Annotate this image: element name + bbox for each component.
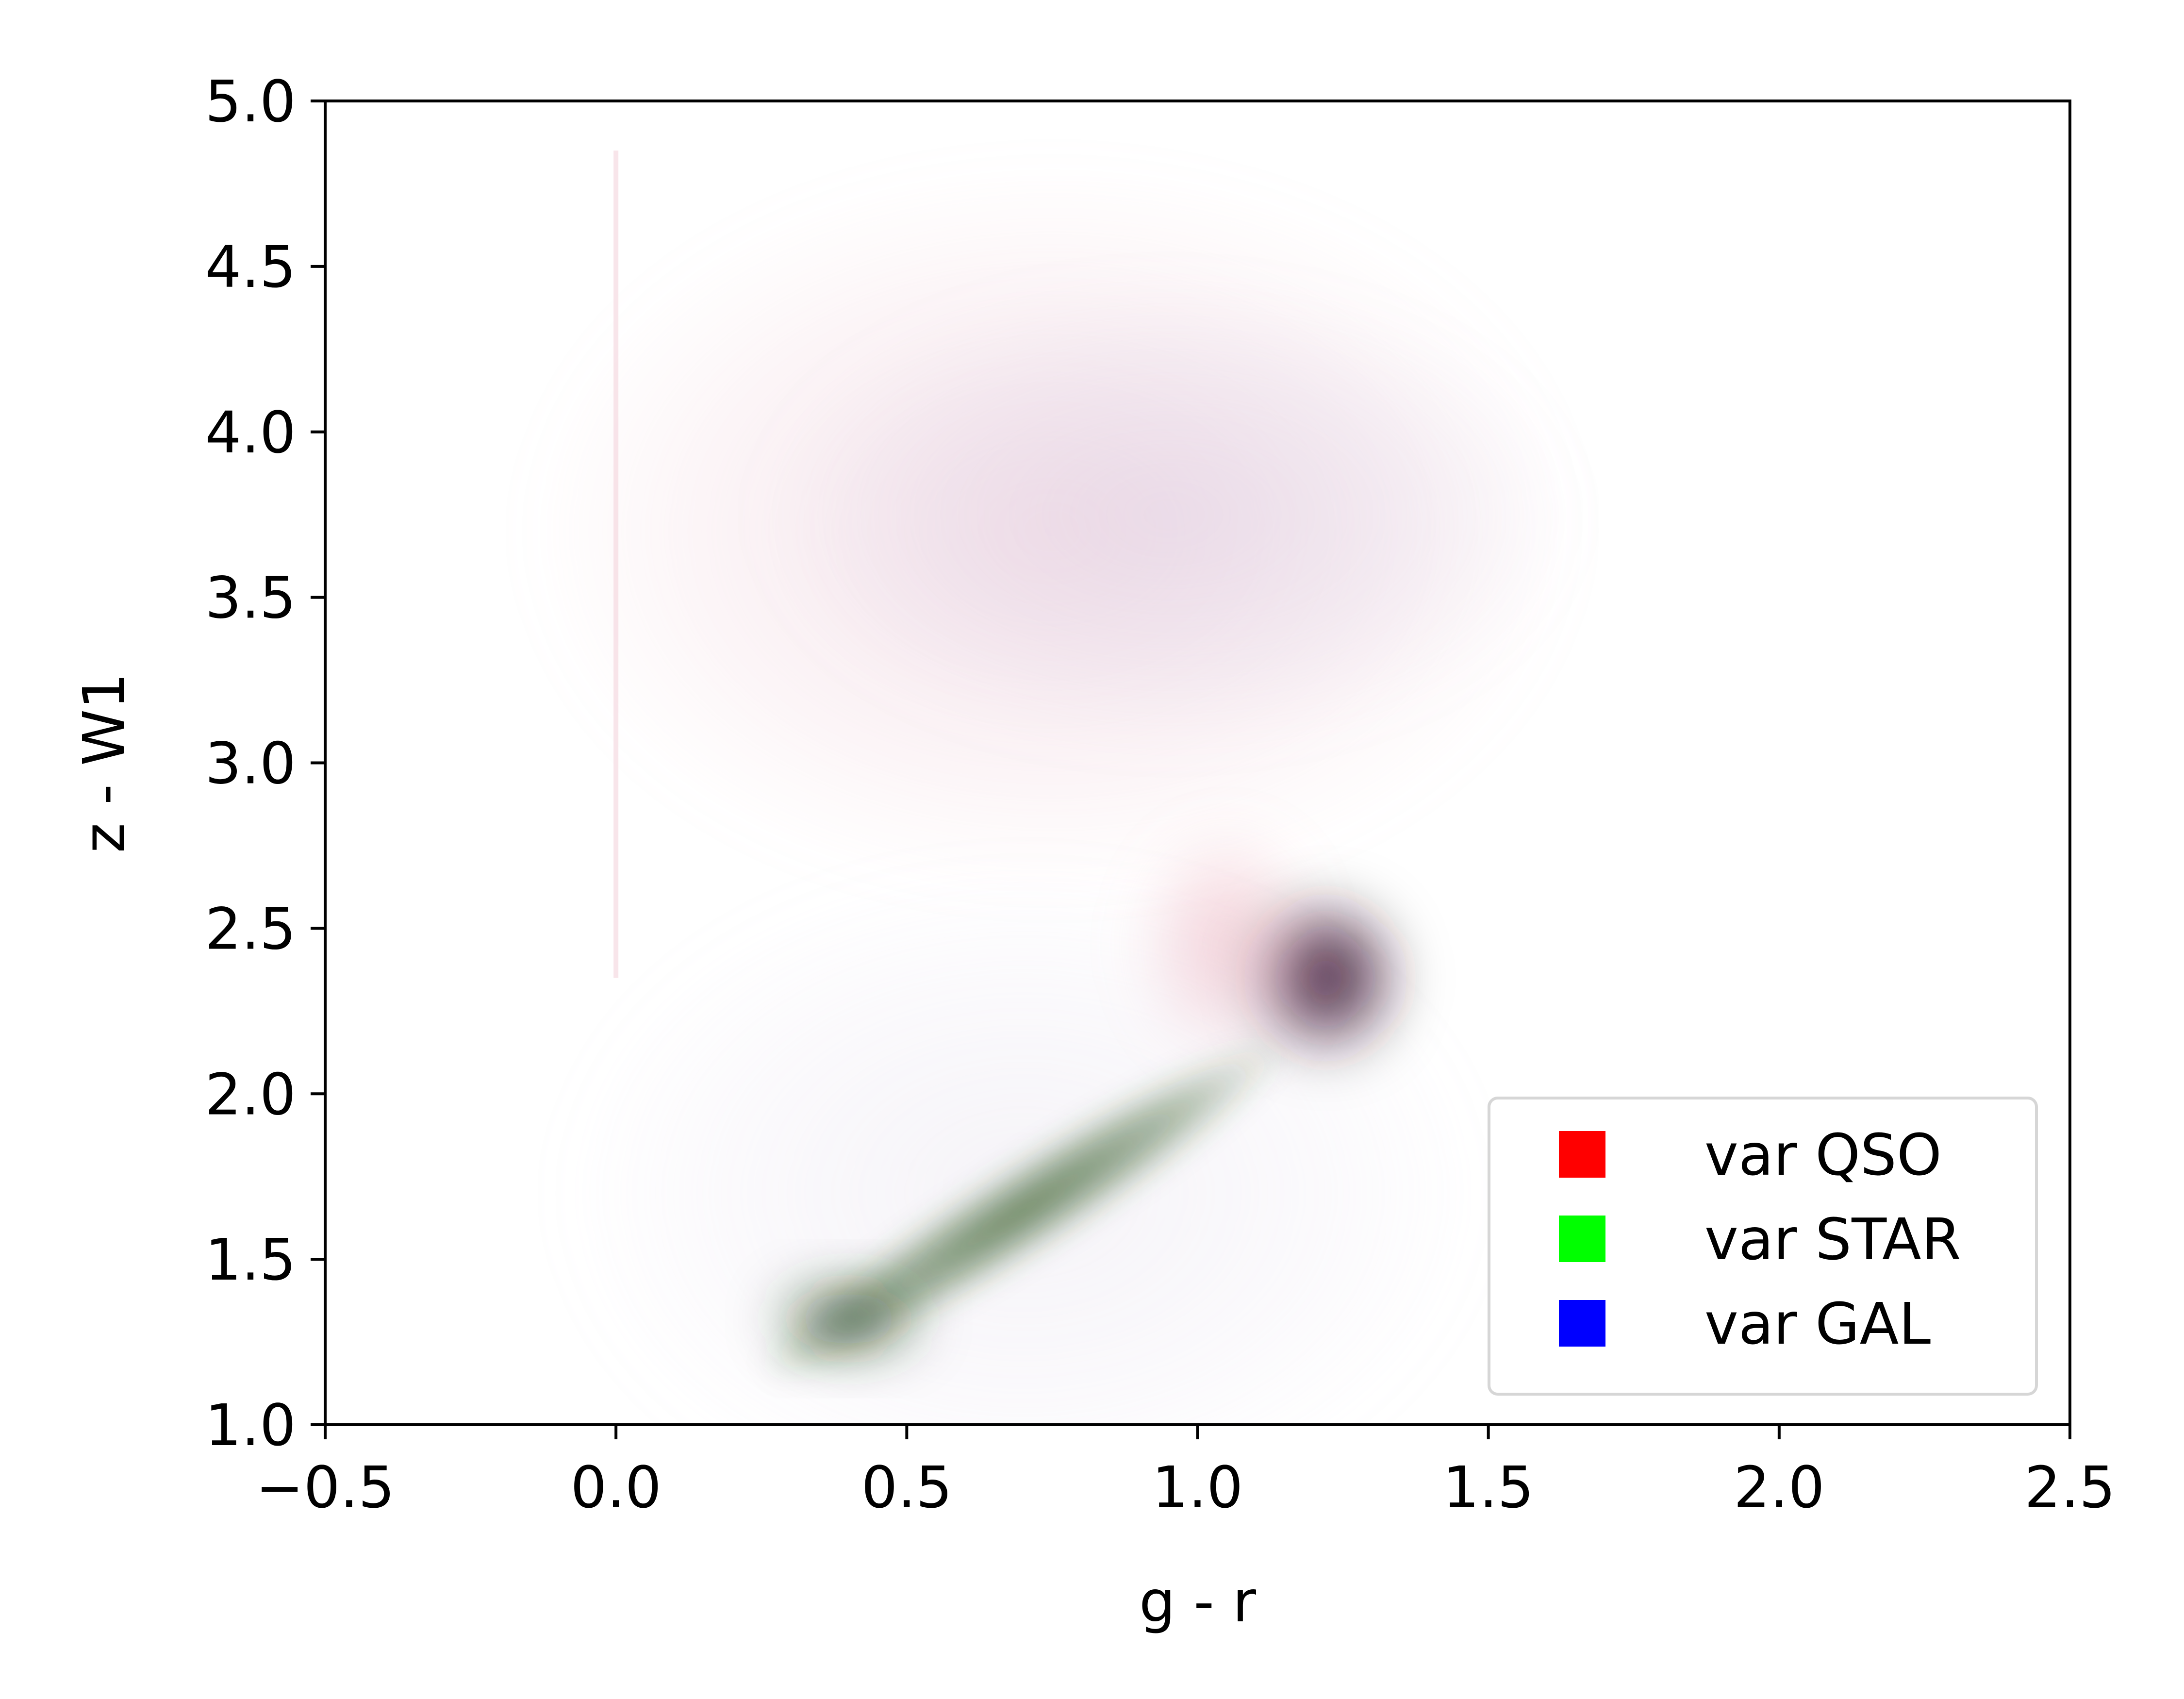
plot-area xyxy=(529,150,1576,1425)
legend: var QSO var STAR var GAL xyxy=(1488,1097,2038,1396)
y-axis-label: z - W1 xyxy=(70,673,137,853)
y-tick-label: 4.5 xyxy=(205,233,296,300)
y-tick-label: 1.5 xyxy=(205,1226,296,1293)
legend-label: var STAR xyxy=(1704,1206,1961,1273)
x-tick-label: 1.5 xyxy=(1443,1454,1534,1521)
legend-swatch xyxy=(1559,1216,1605,1262)
y-tick-label: 3.0 xyxy=(205,730,296,797)
legend-label: var GAL xyxy=(1704,1290,1931,1357)
x-axis: −0.5 0.0 0.5 1.0 1.5 2.0 2.5 xyxy=(256,1425,2116,1521)
x-tick-label: −0.5 xyxy=(256,1454,395,1521)
legend-swatch xyxy=(1559,1131,1605,1178)
x-tick-label: 0.5 xyxy=(861,1454,952,1521)
legend-box xyxy=(1488,1097,2038,1396)
legend-label: var QSO xyxy=(1704,1121,1942,1188)
y-tick-label: 3.5 xyxy=(205,565,296,632)
x-tick-label: 1.0 xyxy=(1152,1454,1243,1521)
y-axis: 1.0 1.5 2.0 2.5 3.0 3.5 4.0 4.5 5.0 xyxy=(205,68,325,1459)
x-tick-label: 2.5 xyxy=(2024,1454,2116,1521)
y-tick-label: 1.0 xyxy=(205,1392,296,1459)
legend-swatch xyxy=(1559,1300,1605,1347)
x-axis-label: g - r xyxy=(1139,1568,1256,1635)
y-tick-label: 2.0 xyxy=(205,1061,296,1128)
x-tick-label: 0.0 xyxy=(570,1454,662,1521)
density-region xyxy=(761,283,1576,747)
y-tick-label: 4.0 xyxy=(205,399,296,466)
y-tick-label: 5.0 xyxy=(205,68,296,135)
x-tick-label: 2.0 xyxy=(1734,1454,1825,1521)
density-region xyxy=(558,862,1489,1425)
y-tick-label: 2.5 xyxy=(205,895,296,962)
